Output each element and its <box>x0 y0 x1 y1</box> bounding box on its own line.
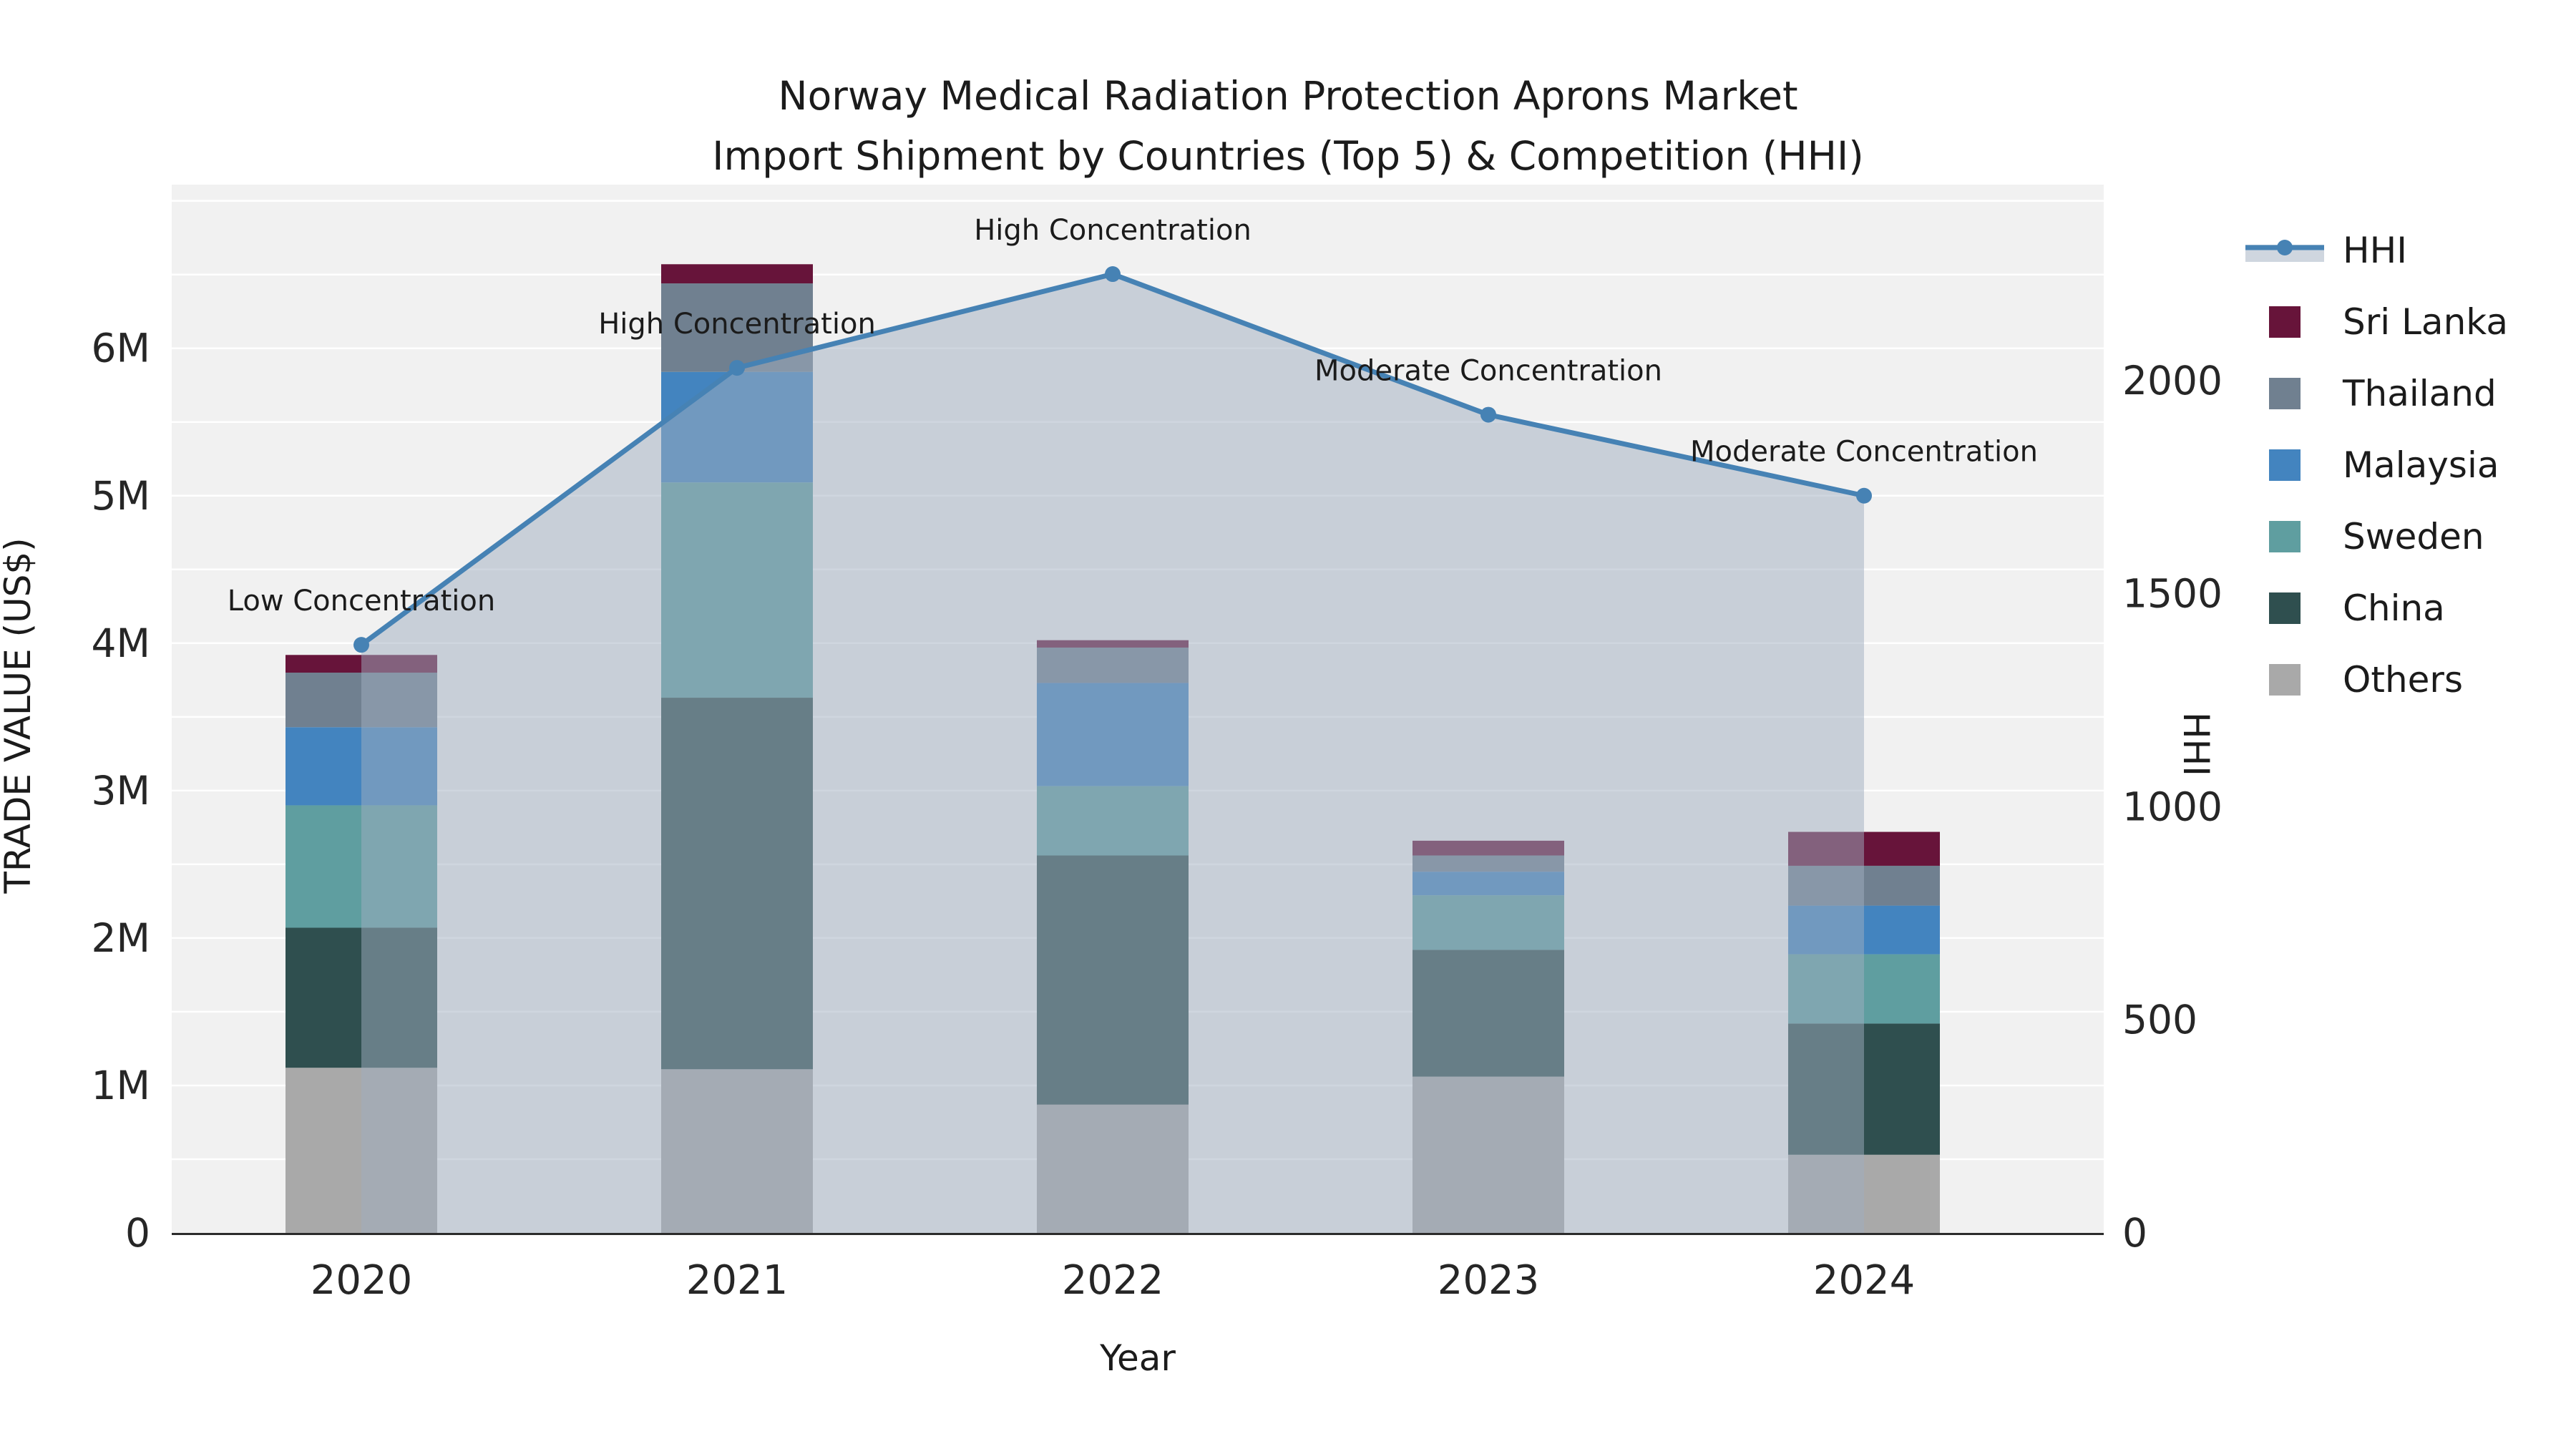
legend-label: China <box>2343 587 2445 629</box>
legend-swatch <box>2269 378 2301 409</box>
legend-item-hhi[interactable]: HHI <box>2245 215 2508 286</box>
legend-label: Sri Lanka <box>2343 301 2508 343</box>
chart-title-line-2: Import Shipment by Countries (Top 5) & C… <box>712 133 1864 179</box>
color-swatch-icon <box>2245 449 2324 481</box>
y2-tick-label: 2000 <box>2122 358 2223 404</box>
legend: HHI Sri Lanka Thailand Malaysia Sweden China O… <box>2245 215 2508 716</box>
hhi-point-2023[interactable] <box>1480 406 1496 423</box>
chart-title: Norway Medical Radiation Protection Apro… <box>0 66 2576 186</box>
x-tick-label: 2023 <box>1438 1257 1540 1304</box>
x-tick-label: 2021 <box>686 1257 789 1304</box>
annotation-2022: High Concentration <box>974 214 1252 247</box>
y-axis-title: TRADE VALUE (US$) <box>0 537 39 894</box>
color-swatch-icon <box>2245 521 2324 552</box>
legend-label: Others <box>2343 659 2464 701</box>
hhi-area-fill <box>361 274 1864 1233</box>
chart-title-line-1: Norway Medical Radiation Protection Apro… <box>778 73 1798 119</box>
y-tick-label: 4M <box>92 620 150 666</box>
legend-item-malaysia[interactable]: Malaysia <box>2245 429 2508 501</box>
annotation-2020: Low Concentration <box>228 585 495 618</box>
legend-swatch <box>2269 521 2301 552</box>
y-tick-label: 5M <box>92 473 150 519</box>
hhi-point-2021[interactable] <box>729 360 745 376</box>
y2-tick-label: 1000 <box>2122 784 2223 829</box>
color-swatch-icon <box>2245 592 2324 624</box>
hhi-point-2024[interactable] <box>1856 487 1872 504</box>
legend-label: HHI <box>2343 230 2407 271</box>
hhi-line-icon <box>2245 235 2324 266</box>
y-tick-label: 1M <box>92 1063 150 1108</box>
legend-item-others[interactable]: Others <box>2245 644 2508 716</box>
bar-sri-lanka-2021[interactable] <box>661 264 813 284</box>
legend-swatch <box>2269 449 2301 481</box>
color-swatch-icon <box>2245 664 2324 696</box>
legend-label: Thailand <box>2343 373 2497 414</box>
legend-label: Malaysia <box>2343 444 2499 486</box>
y2-tick-label: 500 <box>2122 997 2197 1043</box>
y-tick-label: 2M <box>92 915 150 961</box>
x-tick-label: 2024 <box>1813 1257 1916 1304</box>
annotation-2023: Moderate Concentration <box>1314 355 1662 388</box>
x-tick-label: 2020 <box>311 1257 413 1304</box>
y2-tick-label: 1500 <box>2122 571 2223 617</box>
legend-item-sri-lanka[interactable]: Sri Lanka <box>2245 286 2508 358</box>
legend-swatch <box>2269 664 2301 696</box>
legend-item-china[interactable]: China <box>2245 572 2508 644</box>
hhi-point-2022[interactable] <box>1105 266 1121 283</box>
color-swatch-icon <box>2245 378 2324 409</box>
y-tick-label: 6M <box>92 326 150 371</box>
y-tick-label: 3M <box>92 768 150 814</box>
y-tick-label: 0 <box>125 1210 150 1256</box>
hhi-point-2020[interactable] <box>353 637 369 653</box>
x-tick-label: 2022 <box>1062 1257 1164 1304</box>
y2-tick-label: 0 <box>2122 1210 2147 1256</box>
color-swatch-icon <box>2245 306 2324 338</box>
y2-axis-title: HHI <box>2175 712 2217 776</box>
legend-item-thailand[interactable]: Thailand <box>2245 358 2508 429</box>
annotation-2021: High Concentration <box>598 308 876 341</box>
legend-swatch <box>2269 592 2301 624</box>
x-axis-title: Year <box>1099 1337 1176 1379</box>
legend-label: Sweden <box>2343 516 2484 557</box>
legend-item-sweden[interactable]: Sweden <box>2245 501 2508 572</box>
legend-swatch <box>2269 306 2301 338</box>
annotation-2024: Moderate Concentration <box>1690 436 2038 469</box>
